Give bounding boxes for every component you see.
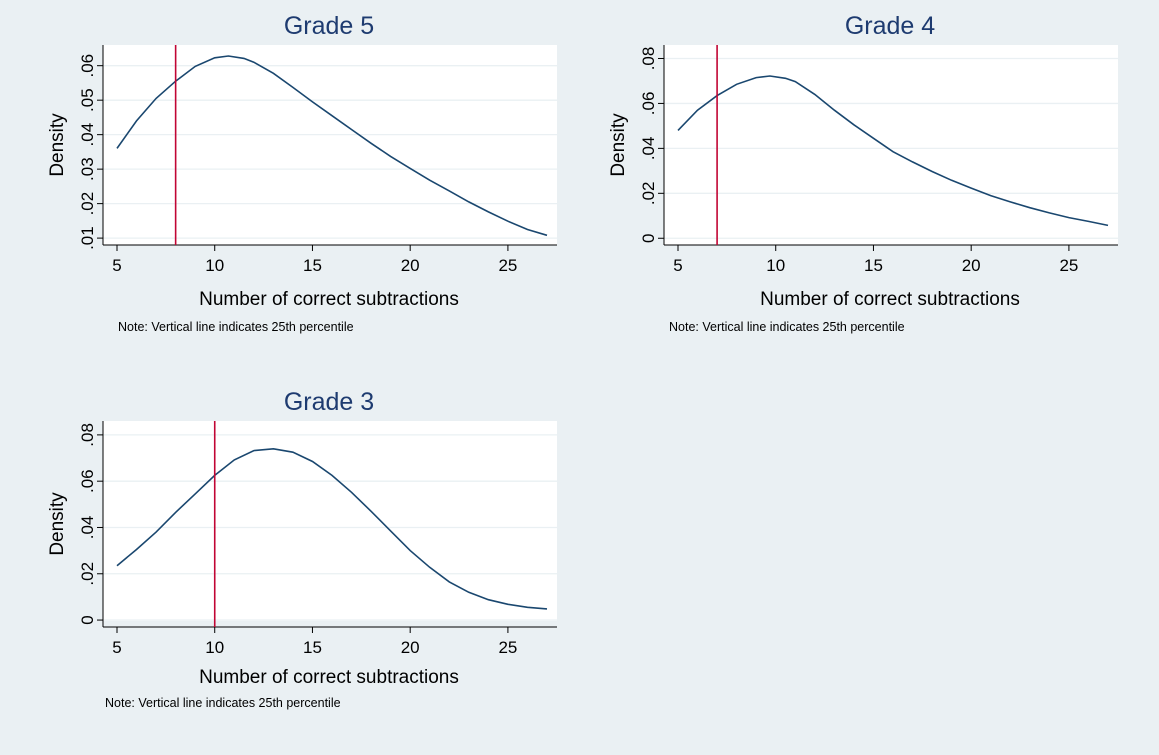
y-axis-label: Density [47,492,68,556]
y-ticks: 0 .02 .04 .06 .08 [78,423,103,625]
y-tick-label: .06 [78,469,97,493]
y-tick-label: 0 [78,615,97,624]
y-ticks: .01 .02 .03 .04 .05 .06 [78,54,103,250]
gridlines [103,434,557,621]
y-tick-label: .02 [639,181,658,205]
panel-title: Grade 4 [845,12,935,40]
x-axis-label: Number of correct subtractions [199,289,459,310]
note-text: Note: Vertical line indicates 25th perce… [118,320,354,334]
panel-title: Grade 5 [284,12,374,40]
y-tick-label: .08 [78,423,97,447]
x-tick-label: 25 [498,638,517,657]
gridlines [664,57,1118,239]
y-tick-label: .06 [78,54,97,78]
x-tick-label: 15 [303,638,322,657]
y-ticks: 0 .02 .04 .06 .08 [639,47,664,243]
density-line [677,75,1109,227]
density-line [116,55,548,237]
x-axis-label: Number of correct subtractions [199,667,459,688]
panel-grade-3: Grade 3 0.02.04.06.08 5 10 15 20 25 Density … [47,388,557,710]
note-text: Note: Vertical line indicates 25th perce… [105,696,341,710]
x-ticks: 5 10 15 20 25 [673,245,1078,275]
y-tick-label: 0 [639,234,658,243]
x-ticks: 5 10 15 20 25 [112,245,517,275]
gridlines [103,65,557,239]
x-tick-label: 10 [766,256,785,275]
x-ticks: 5 10 15 20 25 [112,627,517,657]
x-axis-label: Number of correct subtractions [760,289,1020,310]
panel-grade-4: Grade 4 0.02.04.06.08 5 10 15 20 25 Density … [608,12,1118,334]
plot-area [103,421,557,621]
x-tick-label: 25 [1059,256,1078,275]
x-tick-label: 20 [401,256,420,275]
y-tick-label: .04 [78,123,97,147]
note-text: Note: Vertical line indicates 25th perce… [669,320,905,334]
panel-title: Grade 3 [284,388,374,416]
y-tick-label: .02 [78,562,97,586]
y-tick-label: .06 [639,92,658,116]
y-tick-label: .04 [78,516,97,540]
x-tick-label: 5 [112,256,121,275]
x-tick-label: 25 [498,256,517,275]
y-tick-label: .04 [639,137,658,161]
density-line [116,447,548,610]
plot-area [664,45,1118,245]
x-tick-label: 15 [303,256,322,275]
x-tick-label: 10 [205,256,224,275]
x-tick-label: 5 [673,256,682,275]
x-tick-label: 15 [864,256,883,275]
x-tick-label: 10 [205,638,224,657]
x-tick-label: 20 [962,256,981,275]
y-tick-label: .05 [78,88,97,112]
y-axis-label: Density [47,113,68,177]
panel-grade-5: Grade 5 .01 .02 .03 .04 .05 .06 5 10 15 20 25 Den… [47,12,557,334]
plot-area [103,45,557,245]
y-axis-label: Density [608,113,629,177]
y-tick-label: .03 [78,157,97,181]
x-tick-label: 20 [401,638,420,657]
y-tick-label: .08 [639,47,658,71]
y-tick-label: .02 [78,192,97,216]
x-tick-label: 5 [112,638,121,657]
y-tick-label: .01 [78,226,97,250]
